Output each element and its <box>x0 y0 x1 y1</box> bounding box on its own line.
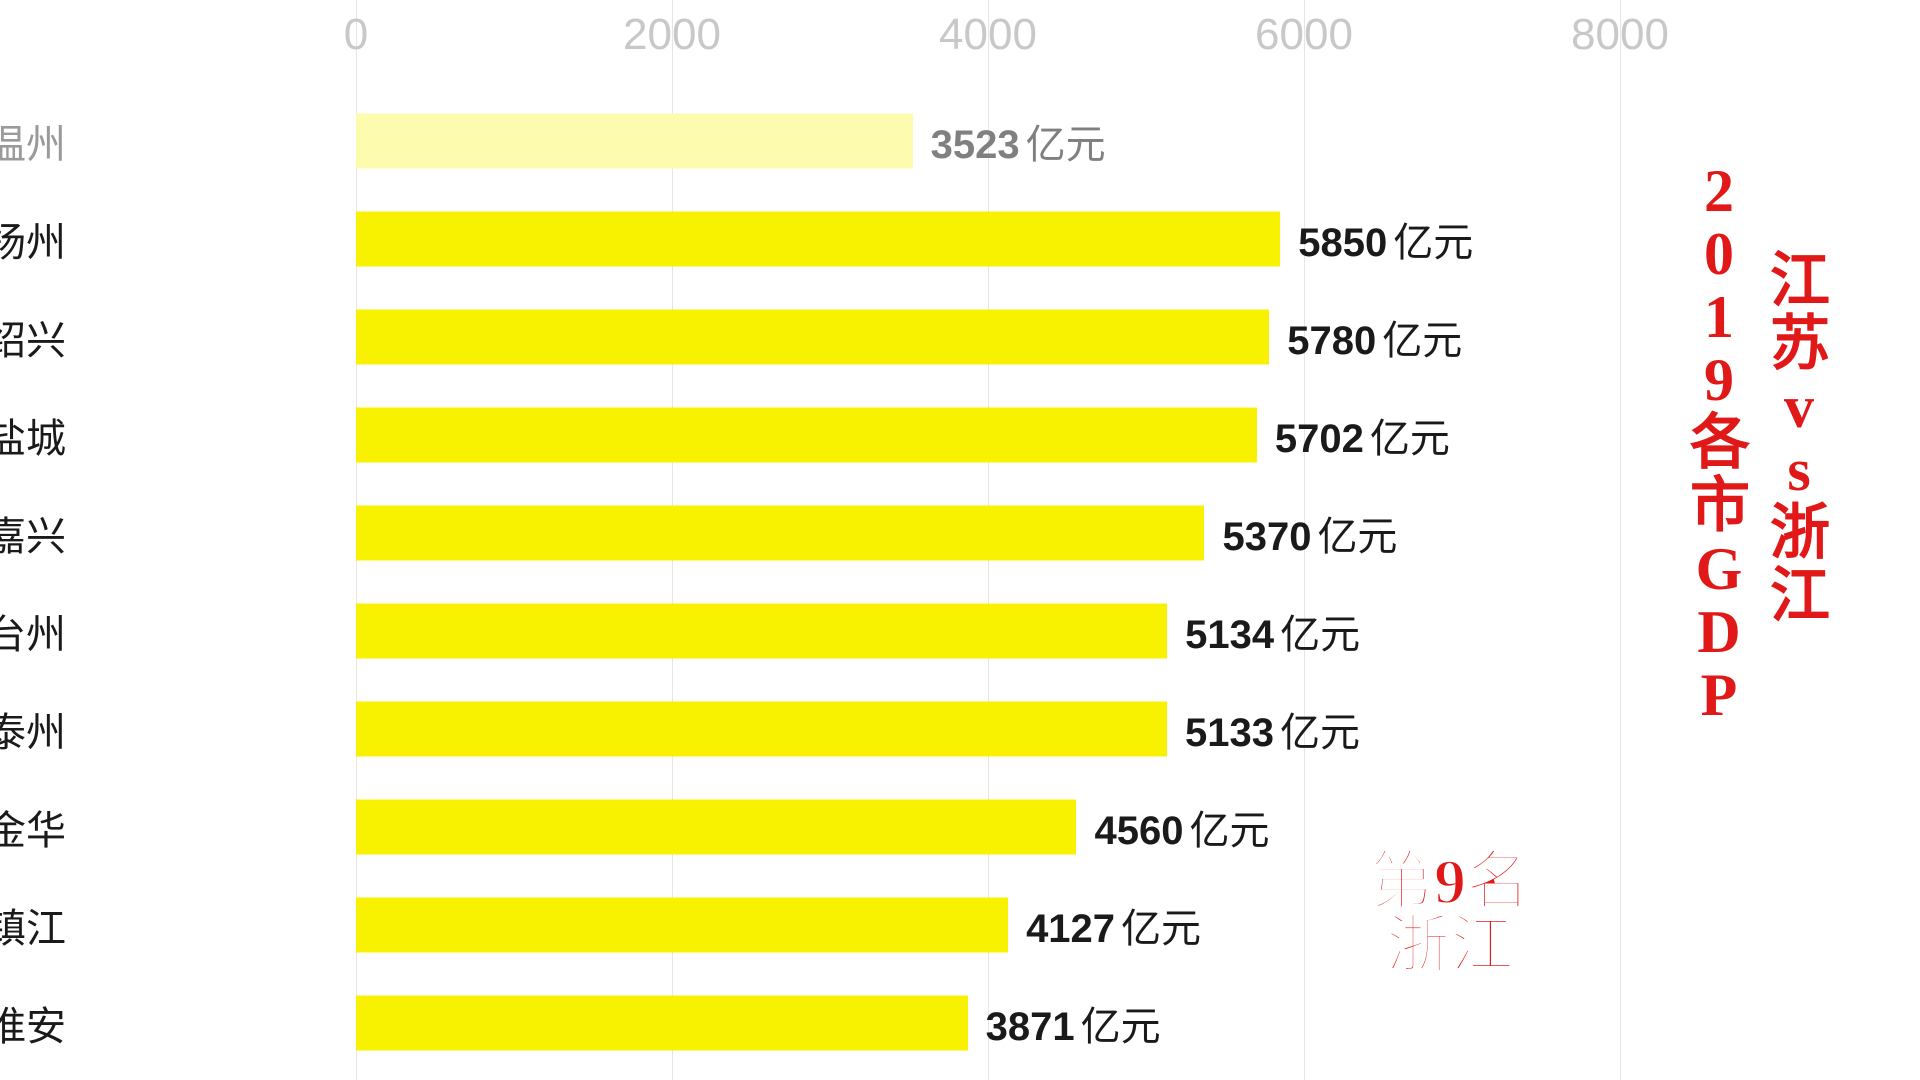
axis-tick: 0 <box>344 10 368 60</box>
side-title-sub: 江苏vs浙江 <box>1770 250 1830 628</box>
bar-label: 11_绍兴 <box>0 308 66 366</box>
bar-row: 13_嘉兴 5370亿元 <box>0 500 1640 565</box>
bar <box>356 113 913 168</box>
bar <box>356 603 1167 658</box>
bar <box>356 211 1280 266</box>
bar-value: 5850亿元 <box>1298 210 1473 268</box>
bar-value: 5702亿元 <box>1275 406 1450 464</box>
bar-row: 18_淮安 3871亿元 <box>0 990 1640 1055</box>
bar-label: 9_温州 <box>0 112 66 170</box>
callout-line1: 第9名 <box>1370 850 1530 914</box>
axis-tick: 6000 <box>1255 10 1353 60</box>
side-title-main: 2019各市GDP <box>1690 160 1750 727</box>
bar-row: 15_泰州 5133亿元 <box>0 696 1640 761</box>
bar-label: 15_泰州 <box>0 700 66 758</box>
bar-value: 5134亿元 <box>1185 602 1360 660</box>
axis-tick: 2000 <box>623 10 721 60</box>
bar-value: 5780亿元 <box>1287 308 1462 366</box>
bar-value: 3523亿元 <box>931 112 1106 170</box>
bar <box>356 407 1257 462</box>
bar <box>356 309 1269 364</box>
bar <box>356 505 1204 560</box>
rank-callout: 第9名 浙江 <box>1370 850 1530 978</box>
bar-value: 4560亿元 <box>1094 798 1269 856</box>
bar-value: 4127亿元 <box>1026 896 1201 954</box>
bar <box>356 897 1008 952</box>
bar-value: 5370亿元 <box>1222 504 1397 562</box>
bar <box>356 995 968 1050</box>
bar-value: 3871亿元 <box>986 994 1161 1052</box>
bar <box>356 799 1076 854</box>
axis-tick: 4000 <box>939 10 1037 60</box>
bar-label: 18_淮安 <box>0 994 66 1052</box>
bar-row: 10_扬州 5850亿元 <box>0 206 1640 271</box>
bar-row: 11_绍兴 5780亿元 <box>0 304 1640 369</box>
bar-label: 12_盐城 <box>0 406 66 464</box>
bar-label: 16_金华 <box>0 798 66 856</box>
bar-label: 10_扬州 <box>0 210 66 268</box>
callout-line2: 浙江 <box>1370 914 1530 978</box>
bar-value: 5133亿元 <box>1185 700 1360 758</box>
bar-label: 14_台州 <box>0 602 66 660</box>
bar-label: 17_镇江 <box>0 896 66 954</box>
bar-row: 14_台州 5134亿元 <box>0 598 1640 663</box>
bar-label: 13_嘉兴 <box>0 504 66 562</box>
bar-row: 9_温州 3523亿元 <box>0 108 1640 173</box>
bar <box>356 701 1167 756</box>
bar-row: 12_盐城 5702亿元 <box>0 402 1640 467</box>
axis-tick: 8000 <box>1571 10 1669 60</box>
